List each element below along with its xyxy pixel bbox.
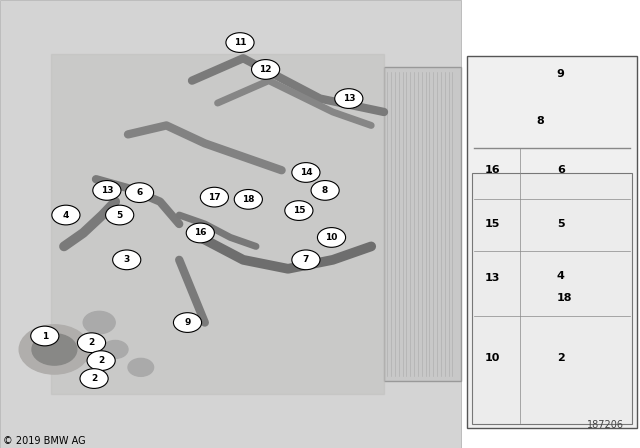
Circle shape xyxy=(285,201,313,220)
Text: 10: 10 xyxy=(484,353,500,363)
Circle shape xyxy=(19,325,90,374)
Text: 2: 2 xyxy=(98,356,104,365)
Text: 10: 10 xyxy=(325,233,338,242)
Text: 4: 4 xyxy=(557,271,564,280)
Text: 18: 18 xyxy=(242,195,255,204)
Circle shape xyxy=(77,333,106,353)
Text: 6: 6 xyxy=(136,188,143,197)
Circle shape xyxy=(106,205,134,225)
Text: 1: 1 xyxy=(42,332,48,340)
FancyBboxPatch shape xyxy=(467,56,637,428)
Circle shape xyxy=(52,205,80,225)
Text: 7: 7 xyxy=(303,255,309,264)
Circle shape xyxy=(200,187,228,207)
Text: 187206: 187206 xyxy=(587,420,624,430)
Polygon shape xyxy=(51,54,384,394)
Circle shape xyxy=(292,163,320,182)
Circle shape xyxy=(234,190,262,209)
Text: 2: 2 xyxy=(557,353,564,363)
Circle shape xyxy=(317,228,346,247)
Circle shape xyxy=(252,60,280,79)
Circle shape xyxy=(311,181,339,200)
FancyBboxPatch shape xyxy=(384,67,461,381)
Text: 13: 13 xyxy=(484,273,500,283)
Text: 8: 8 xyxy=(536,116,544,126)
Text: 15: 15 xyxy=(484,219,500,229)
Text: 2: 2 xyxy=(88,338,95,347)
Circle shape xyxy=(93,181,121,200)
Text: 2: 2 xyxy=(91,374,97,383)
Circle shape xyxy=(186,223,214,243)
Circle shape xyxy=(31,326,59,346)
Text: 5: 5 xyxy=(116,211,123,220)
Circle shape xyxy=(80,369,108,388)
Text: 14: 14 xyxy=(300,168,312,177)
Circle shape xyxy=(87,351,115,370)
Circle shape xyxy=(226,33,254,52)
Text: 11: 11 xyxy=(234,38,246,47)
Text: 5: 5 xyxy=(557,219,564,229)
Text: 12: 12 xyxy=(259,65,272,74)
FancyBboxPatch shape xyxy=(0,0,461,448)
Circle shape xyxy=(128,358,154,376)
Circle shape xyxy=(83,311,115,334)
Circle shape xyxy=(32,334,77,365)
Text: 3: 3 xyxy=(124,255,130,264)
Text: 18: 18 xyxy=(557,293,572,303)
Text: 13: 13 xyxy=(342,94,355,103)
FancyBboxPatch shape xyxy=(472,172,632,424)
Text: 4: 4 xyxy=(63,211,69,220)
Text: 17: 17 xyxy=(208,193,221,202)
Text: 8: 8 xyxy=(322,186,328,195)
Circle shape xyxy=(125,183,154,202)
Text: 9: 9 xyxy=(557,69,564,79)
Text: 6: 6 xyxy=(557,165,564,175)
Circle shape xyxy=(292,250,320,270)
Text: © 2019 BMW AG: © 2019 BMW AG xyxy=(3,436,86,446)
Circle shape xyxy=(173,313,202,332)
Text: 9: 9 xyxy=(184,318,191,327)
Circle shape xyxy=(113,250,141,270)
Text: 16: 16 xyxy=(484,165,500,175)
Circle shape xyxy=(335,89,363,108)
Text: 16: 16 xyxy=(194,228,207,237)
Circle shape xyxy=(102,340,128,358)
Text: 13: 13 xyxy=(100,186,113,195)
Text: 15: 15 xyxy=(292,206,305,215)
